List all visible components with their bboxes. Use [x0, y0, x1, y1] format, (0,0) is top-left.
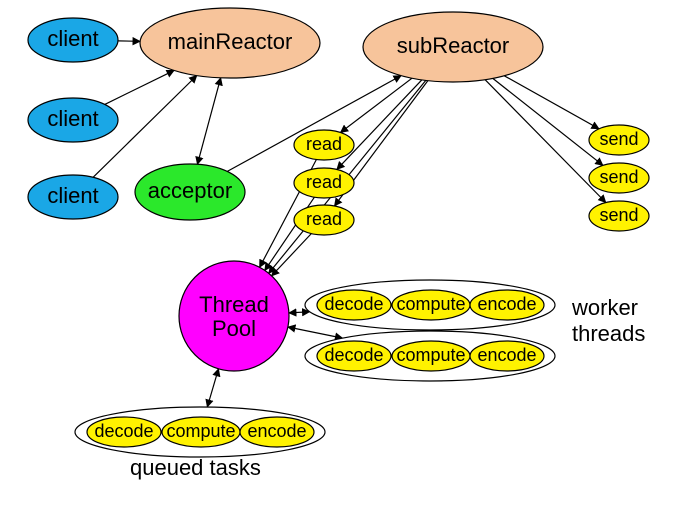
worker1-item-encode-label: encode: [477, 294, 536, 314]
client1-label: client: [47, 26, 98, 51]
groups-layer: decode compute encode decode compute encode de…: [75, 280, 555, 457]
edge-threadpool-worker1: [289, 312, 310, 313]
mainReactor-label: mainReactor: [168, 29, 293, 54]
edge-client2-mainReactor: [105, 70, 174, 104]
edge-subReactor-read2: [337, 80, 422, 170]
worker1-item-decode-label: decode: [324, 294, 383, 314]
edge-subReactor-read1: [341, 78, 413, 132]
worker2-item-encode-label: encode: [477, 345, 536, 365]
send3-label: send: [599, 205, 638, 225]
client3-label: client: [47, 183, 98, 208]
client2-label: client: [47, 106, 98, 131]
worker2-item-compute-label: compute: [396, 345, 465, 365]
queued-tasks-label: queued tasks: [130, 455, 261, 480]
queued-item-compute-label: compute: [166, 421, 235, 441]
reactor-diagram: decode compute encode decode compute encode de…: [0, 0, 692, 513]
edge-threadpool-worker2: [288, 327, 343, 338]
queued-item-decode-label: decode: [94, 421, 153, 441]
worker-threads-label: worker threads: [571, 295, 645, 346]
send1-label: send: [599, 129, 638, 149]
worker1-item-compute-label: compute: [396, 294, 465, 314]
read3-label: read: [306, 209, 342, 229]
subReactor-label: subReactor: [397, 33, 510, 58]
read1-label: read: [306, 134, 342, 154]
edge-mainReactor-acceptor: [197, 78, 220, 165]
worker2-item-decode-label: decode: [324, 345, 383, 365]
edge-subReactor-send1: [504, 76, 599, 129]
acceptor-label: acceptor: [148, 178, 232, 203]
edge-threadpool-queued: [207, 369, 218, 407]
queued-item-encode-label: encode: [247, 421, 306, 441]
edge-read3-threadpool: [272, 234, 312, 276]
send2-label: send: [599, 167, 638, 187]
read2-label: read: [306, 172, 342, 192]
edge-subReactor-send3: [485, 80, 606, 203]
